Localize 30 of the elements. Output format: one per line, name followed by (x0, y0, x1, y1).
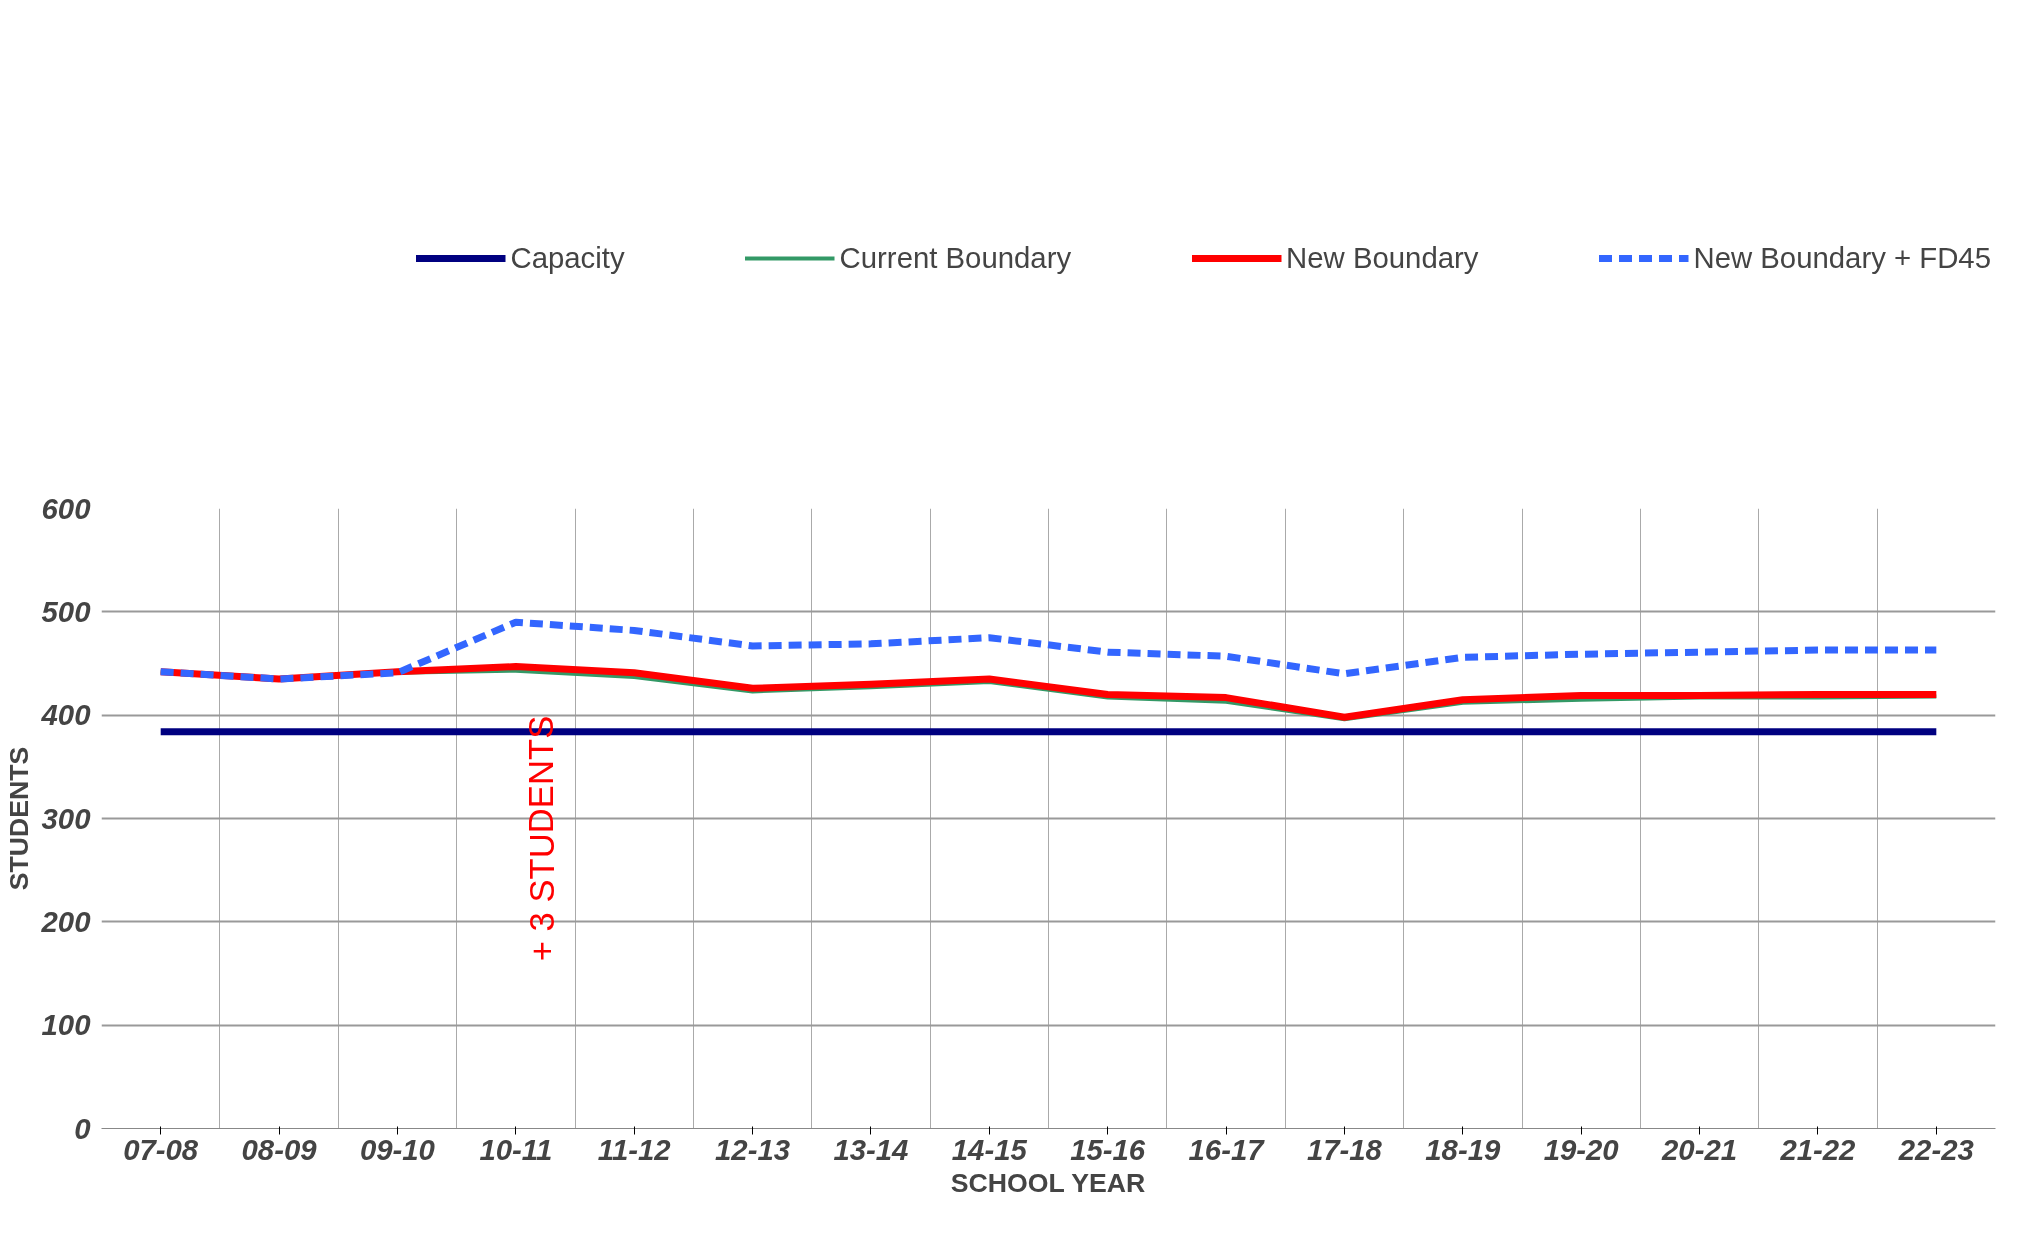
y-tick-label: 100 (41, 1008, 92, 1042)
x-tick-label: 22-23 (1897, 1132, 1974, 1166)
x-tick-label: 19-20 (1543, 1132, 1620, 1166)
x-tick-label: 13-14 (833, 1132, 909, 1166)
x-axis-title: SCHOOL YEAR (950, 1167, 1146, 1198)
y-tick-label: 600 (41, 491, 92, 525)
x-tick-label: 10-11 (479, 1132, 553, 1166)
legend-label: New Boundary (1286, 241, 1479, 275)
annotation: + 3 STUDENTS (522, 715, 561, 962)
y-tick-label: 500 (41, 594, 92, 628)
x-tick-label: 17-18 (1306, 1132, 1383, 1166)
x-tick-label: 20-21 (1661, 1132, 1738, 1166)
legend-label: Capacity (510, 241, 625, 275)
x-tick-label: 15-16 (1070, 1132, 1146, 1166)
x-tick-label: 07-08 (123, 1132, 199, 1166)
x-tick-label: 12-13 (715, 1132, 791, 1166)
legend-label: Current Boundary (839, 241, 1072, 275)
x-tick-label: 14-15 (951, 1132, 1028, 1166)
y-tick-label: 200 (40, 904, 92, 938)
x-tick-label: 18-19 (1425, 1132, 1502, 1166)
x-tick-label: 16-17 (1188, 1132, 1266, 1166)
legend-label: New Boundary + FD45 (1693, 241, 1991, 275)
x-tick-label: 11-12 (597, 1132, 672, 1166)
y-tick-label: 300 (41, 801, 92, 835)
y-tick-label: 0 (74, 1111, 92, 1145)
y-tick-label: 400 (40, 698, 92, 732)
x-tick-label: 09-10 (359, 1132, 436, 1166)
x-tick-label: 21-22 (1779, 1132, 1857, 1166)
y-axis-title: STUDENTS (3, 746, 34, 891)
x-tick-label: 08-09 (241, 1132, 318, 1166)
